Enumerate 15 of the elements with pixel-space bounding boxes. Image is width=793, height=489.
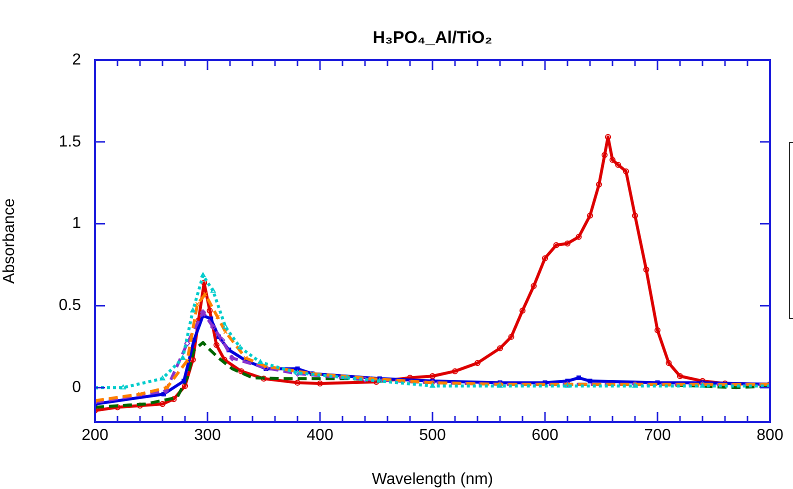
x-tick-label: 600 <box>532 427 558 444</box>
y-tick-label: 1.5 <box>58 133 82 150</box>
y-tick-label: 0 <box>72 379 82 396</box>
x-tick-label: 800 <box>756 427 784 444</box>
x-tick-label: 200 <box>82 427 108 444</box>
y-axis-title: Absorbance <box>1 198 18 284</box>
chart-title: H₃PO₄_Al/TiO₂ <box>372 28 494 48</box>
y-tick-label: 0.5 <box>58 297 82 314</box>
x-axis-title: Wavelength (nm) <box>372 470 494 488</box>
x-tick-label: 400 <box>306 427 334 444</box>
x-tick-label: 500 <box>419 427 446 444</box>
y-tick-label: 1 <box>72 215 82 232</box>
x-tick-label: 700 <box>644 427 671 444</box>
x-tick-label: 300 <box>194 427 221 444</box>
y-tick-label: 2 <box>72 51 82 68</box>
